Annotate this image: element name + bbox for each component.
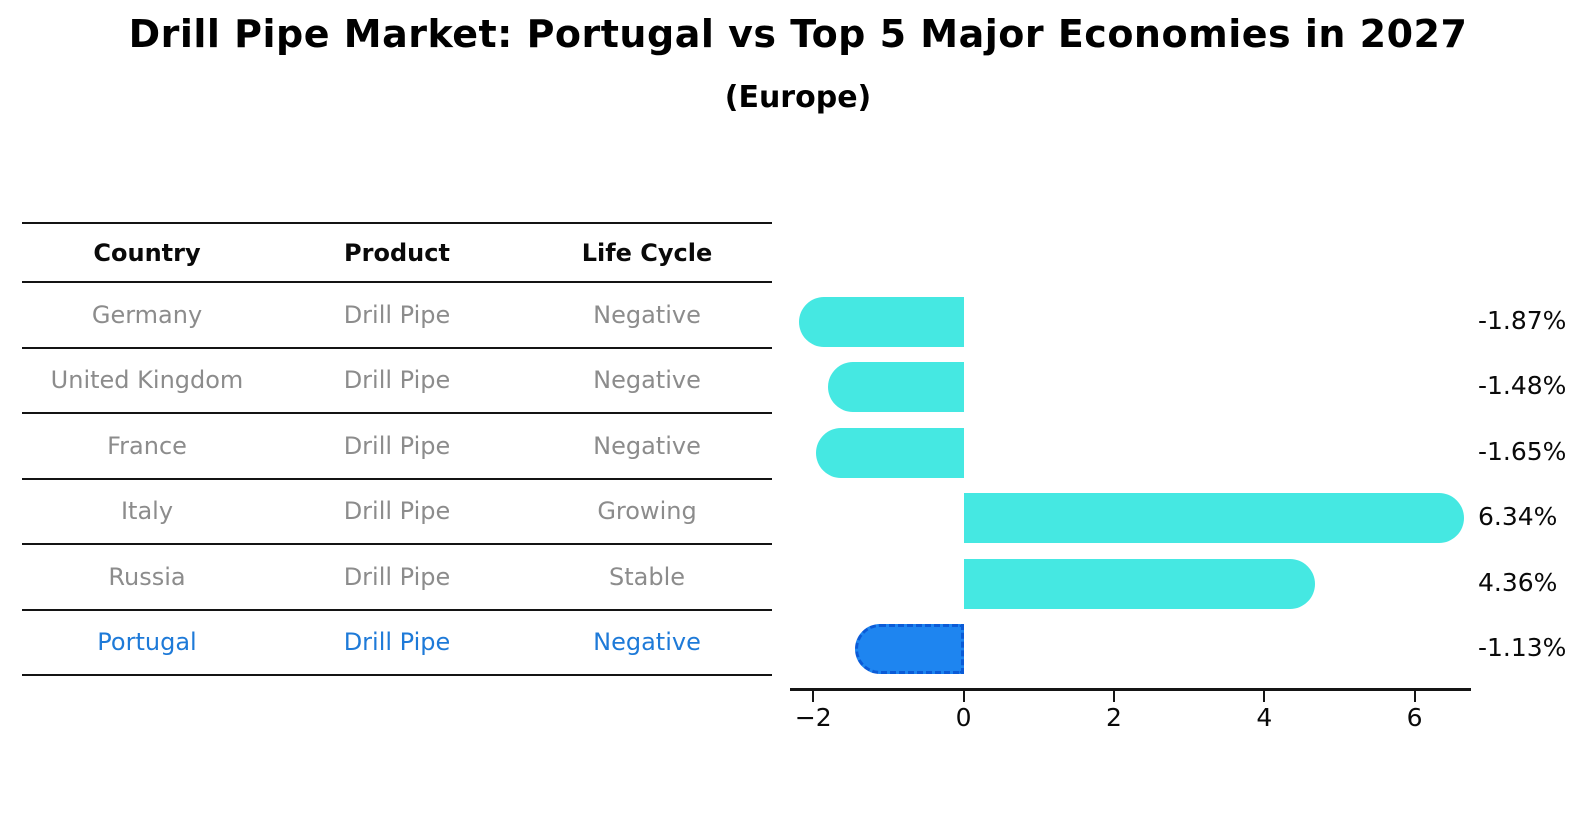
x-tick-mark (962, 691, 965, 702)
product-cell: Drill Pipe (343, 562, 451, 591)
table-header-cell: Country (93, 238, 201, 267)
x-axis-line (790, 688, 1471, 691)
country-cell: Germany (91, 300, 203, 329)
x-tick-label: 4 (1256, 703, 1273, 732)
value-label: -1.13% (1478, 633, 1567, 662)
table-row: Germany Drill Pipe Negative (22, 283, 772, 349)
life-cycle-cell: Growing (597, 497, 697, 526)
table-header-cell: Life Cycle (581, 238, 713, 267)
chart-title: Drill Pipe Market: Portugal vs Top 5 Maj… (128, 12, 1468, 56)
life-cycle-cell: Stable (608, 562, 686, 591)
table-row: Portugal Drill Pipe Negative (22, 611, 772, 676)
bar-portugal (854, 624, 964, 674)
life-cycle-cell: Negative (593, 628, 701, 657)
country-table: Country Product Life Cycle Germany Drill Pi… (22, 222, 772, 676)
product-cell: Drill Pipe (343, 497, 451, 526)
value-label: 6.34% (1478, 502, 1558, 531)
country-cell: Portugal (97, 628, 197, 657)
bar-united-kingdom (828, 362, 964, 412)
x-tick-label: 2 (1106, 703, 1122, 732)
table-rows: Germany Drill Pipe Negative United Kingdom D… (22, 283, 772, 676)
bar-france (815, 427, 964, 478)
country-cell: Russia (108, 562, 186, 591)
table-row: Russia Drill Pipe Stable (22, 545, 772, 611)
value-label: -1.87% (1478, 305, 1567, 335)
country-cell: France (107, 431, 187, 460)
x-tick-label: 0 (955, 703, 972, 732)
x-tick-label: −2 (794, 703, 832, 732)
value-label: -1.48% (1478, 371, 1567, 400)
x-tick-mark (1112, 691, 1115, 702)
x-tick-label: 6 (1406, 703, 1423, 732)
x-tick-mark (1413, 691, 1416, 702)
product-cell: Drill Pipe (343, 431, 451, 460)
country-cell: Italy (120, 497, 174, 526)
chart-subtitle: (Europe) (724, 80, 872, 115)
life-cycle-cell: Negative (593, 431, 701, 460)
bar-italy (963, 493, 1465, 543)
x-tick-mark (812, 691, 815, 702)
table-header-row: Country Product Life Cycle (22, 222, 772, 283)
value-label: 4.36% (1478, 567, 1558, 597)
table-row: Italy Drill Pipe Growing (22, 480, 772, 545)
table-row: France Drill Pipe Negative (22, 414, 772, 480)
bar-germany (799, 296, 964, 347)
product-cell: Drill Pipe (343, 628, 451, 657)
x-tick-mark (1263, 691, 1266, 702)
value-label: -1.65% (1478, 436, 1567, 466)
life-cycle-cell: Negative (593, 300, 701, 329)
bar-russia (963, 558, 1316, 609)
bar-plot (790, 285, 1471, 688)
product-cell: Drill Pipe (343, 366, 451, 395)
life-cycle-cell: Negative (593, 366, 701, 395)
table-row: United Kingdom Drill Pipe Negative (22, 349, 772, 414)
table-header-cell: Product (344, 238, 450, 267)
product-cell: Drill Pipe (343, 300, 451, 329)
country-cell: United Kingdom (50, 366, 244, 395)
